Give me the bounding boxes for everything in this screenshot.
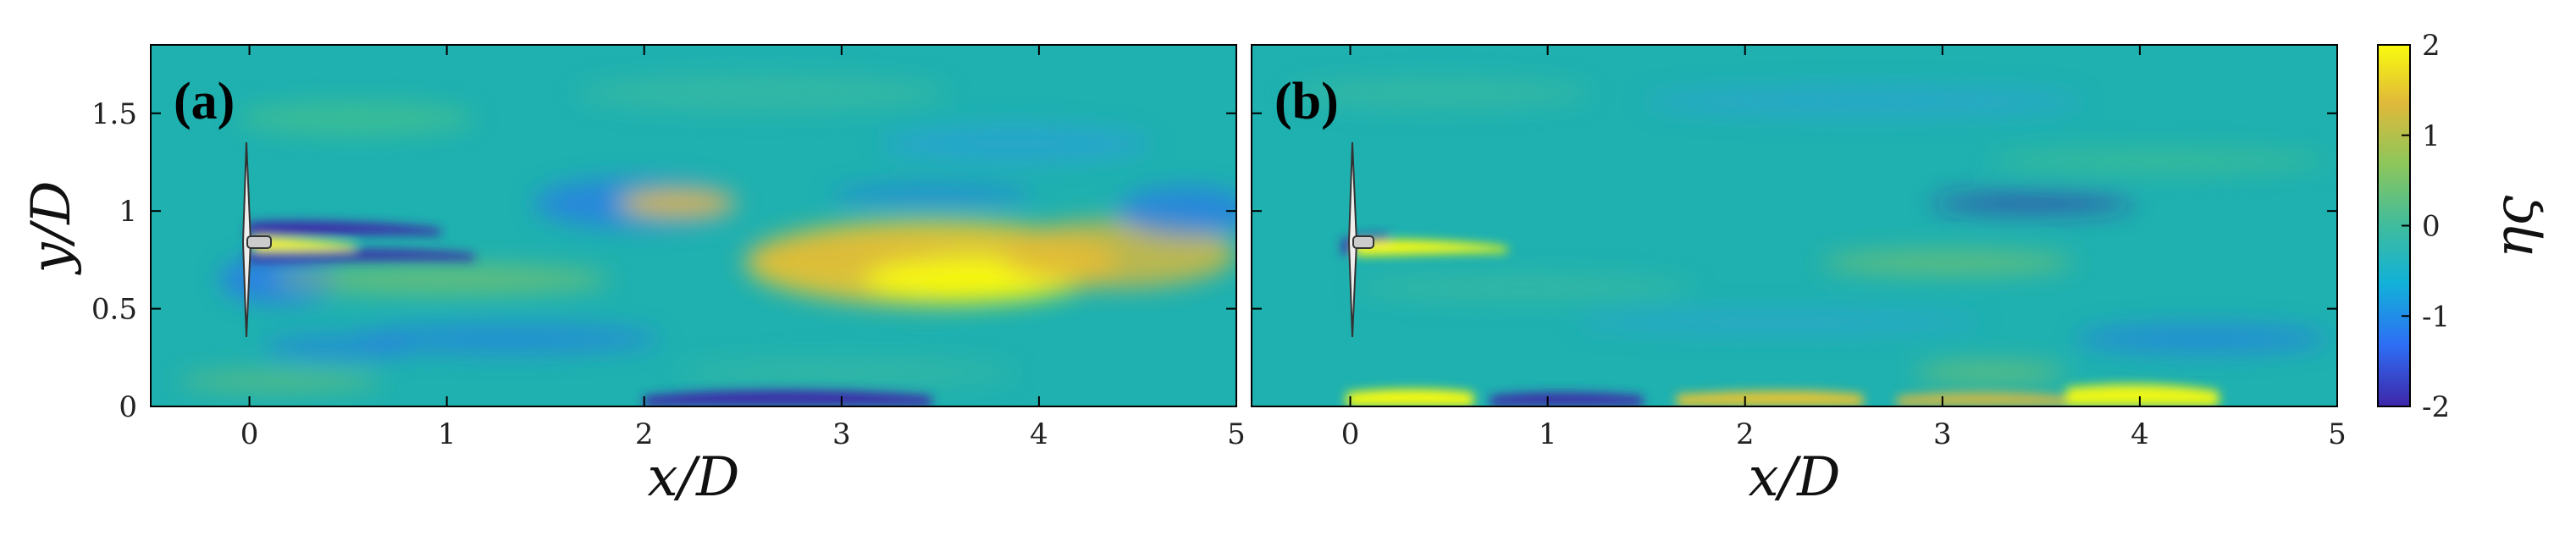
x-tick-label: 5 bbox=[2328, 417, 2347, 451]
y-tick-label: 0.5 bbox=[91, 293, 137, 327]
y-tick-label: 1 bbox=[119, 195, 137, 229]
colorbar: 2 1 0 -1 -2 ης bbox=[2377, 29, 2546, 424]
panel-b: 0 1 2 3 4 5 (b) x/D bbox=[1251, 44, 2347, 509]
x-axis-label-b: x/D bbox=[1749, 446, 1841, 509]
x-tick-label: 0 bbox=[1341, 417, 1360, 451]
ticks-a: 0 1 2 3 4 5 0 0.5 1 1.5 bbox=[91, 45, 1246, 451]
axes-frame-a bbox=[150, 44, 1237, 407]
colorbar-tick-label: -2 bbox=[2422, 390, 2450, 424]
x-tick-label: 3 bbox=[1933, 417, 1952, 451]
x-tick-label: 2 bbox=[635, 417, 654, 451]
x-tick-label: 4 bbox=[1030, 417, 1048, 451]
turbine-b bbox=[1347, 141, 1374, 338]
x-tick-label: 1 bbox=[438, 417, 456, 451]
panel-label-b: (b) bbox=[1274, 73, 1339, 130]
x-tick-label: 2 bbox=[1736, 417, 1755, 451]
y-tick-label: 0 bbox=[119, 390, 137, 424]
x-tick-label: 5 bbox=[1227, 417, 1246, 451]
ticks-b: 0 1 2 3 4 5 bbox=[1252, 45, 2347, 451]
x-axis-label-a: x/D bbox=[648, 446, 740, 509]
colorbar-tick-label: 0 bbox=[2422, 210, 2441, 244]
colorbar-ticks: 2 1 0 -1 -2 bbox=[2402, 29, 2450, 424]
heatmap-b-field bbox=[1287, 78, 2329, 406]
y-axis-label: y/D bbox=[20, 180, 83, 275]
colorbar-label: ης bbox=[2483, 196, 2546, 258]
heatmap-a-field bbox=[178, 75, 1236, 406]
turbine-a bbox=[241, 141, 272, 338]
x-tick-label: 1 bbox=[1539, 417, 1557, 451]
colorbar-tick-label: 1 bbox=[2422, 119, 2441, 153]
colorbar-tick-label: 2 bbox=[2422, 29, 2441, 63]
panel-a: 0 1 2 3 4 5 0 0.5 1 1.5 (a) y/D x/D bbox=[20, 44, 1246, 509]
x-tick-label: 4 bbox=[2131, 417, 2149, 451]
x-tick-label: 0 bbox=[240, 417, 259, 451]
y-tick-label: 1.5 bbox=[91, 97, 137, 131]
x-tick-label: 3 bbox=[832, 417, 851, 451]
panel-label-a: (a) bbox=[174, 73, 235, 130]
axes-frame-b bbox=[1251, 44, 2338, 407]
colorbar-tick-label: -1 bbox=[2422, 300, 2450, 334]
